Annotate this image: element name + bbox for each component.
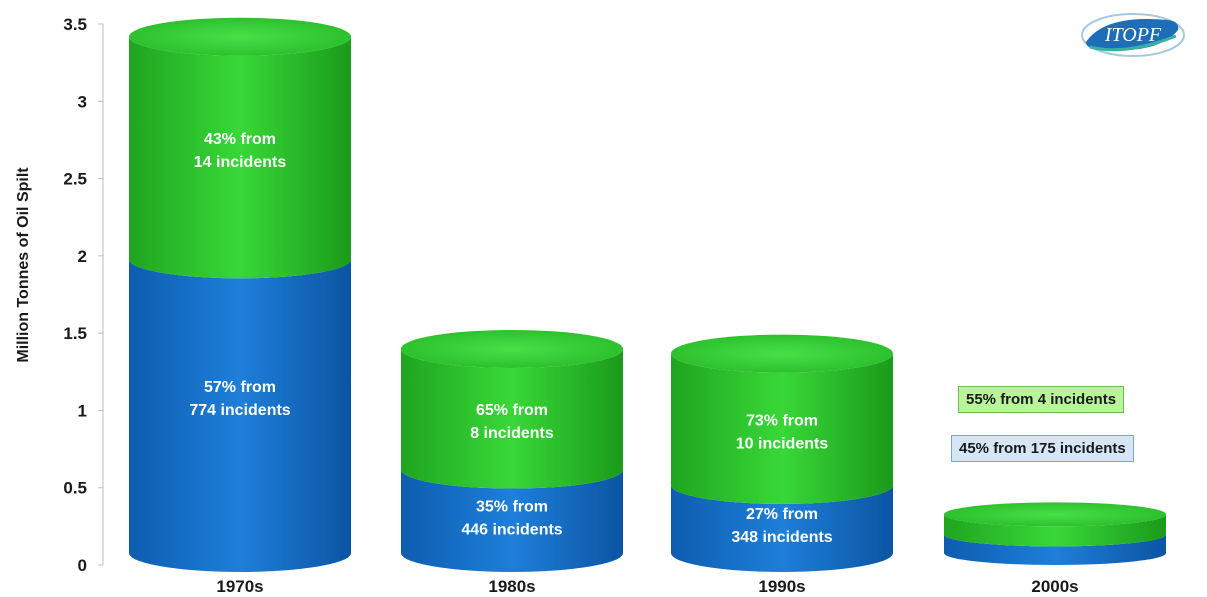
bar-segment-green: [129, 36, 351, 279]
bar-data-label: 14 incidents: [194, 154, 287, 171]
y-tick-label: 2: [78, 247, 87, 266]
callout-blue: 45% from 175 incidents: [951, 435, 1134, 462]
logo-text: ITOPF: [1104, 24, 1162, 46]
bar-segment-blue: [671, 484, 893, 572]
bar-top-cap: [401, 329, 623, 368]
bar-data-label: 65% from: [476, 402, 548, 419]
y-tick-label: 2.5: [63, 170, 87, 189]
bar-data-label: 10 incidents: [736, 435, 829, 452]
bar-segment-green: [944, 514, 1167, 547]
bar-labels: 1970s 43% from 14 incidents 57% from 774 inc…: [189, 131, 1078, 596]
bar-top-cap: [671, 334, 893, 373]
y-tick-label: 0: [78, 556, 87, 575]
bars: [129, 17, 1167, 572]
y-axis-label: Million Tonnes of Oil Spilt: [15, 167, 32, 363]
callout-green: 55% from 4 incidents: [958, 386, 1125, 413]
x-tick-label: 1990s: [758, 577, 805, 596]
bar-data-label: 774 incidents: [189, 402, 290, 419]
y-axis: 0 0.5 1 1.5 2 2.5 3 3.5: [63, 15, 104, 575]
bar-segment-blue: [401, 469, 623, 572]
bar-top-cap: [129, 17, 351, 56]
y-tick-label: 3: [78, 92, 87, 111]
y-tick-label: 0.5: [63, 479, 87, 498]
x-tick-label: 1970s: [216, 577, 263, 596]
bar-segment-green: [671, 353, 893, 504]
bar-data-label: 27% from: [746, 506, 818, 523]
y-tick-label: 3.5: [63, 15, 87, 34]
y-tick-label: 1: [78, 401, 87, 420]
x-tick-label: 2000s: [1031, 577, 1078, 596]
bar-data-label: 35% from: [476, 498, 548, 515]
bar-segment-blue: [944, 534, 1167, 565]
bar-segment-green: [401, 348, 623, 489]
bar-data-label: 348 incidents: [731, 529, 832, 546]
bar-top-cap: [944, 502, 1166, 527]
bar-data-label: 43% from: [204, 131, 276, 148]
bar-data-label: 446 incidents: [461, 521, 562, 538]
itopf-logo: ITOPF: [1081, 13, 1185, 57]
bar-data-label: 8 incidents: [470, 425, 554, 442]
bar-data-label: 57% from: [204, 379, 276, 396]
x-tick-label: 1980s: [488, 577, 535, 596]
y-tick-label: 1.5: [63, 324, 87, 343]
bar-data-label: 73% from: [746, 412, 818, 429]
bar-segment-blue: [129, 259, 351, 572]
